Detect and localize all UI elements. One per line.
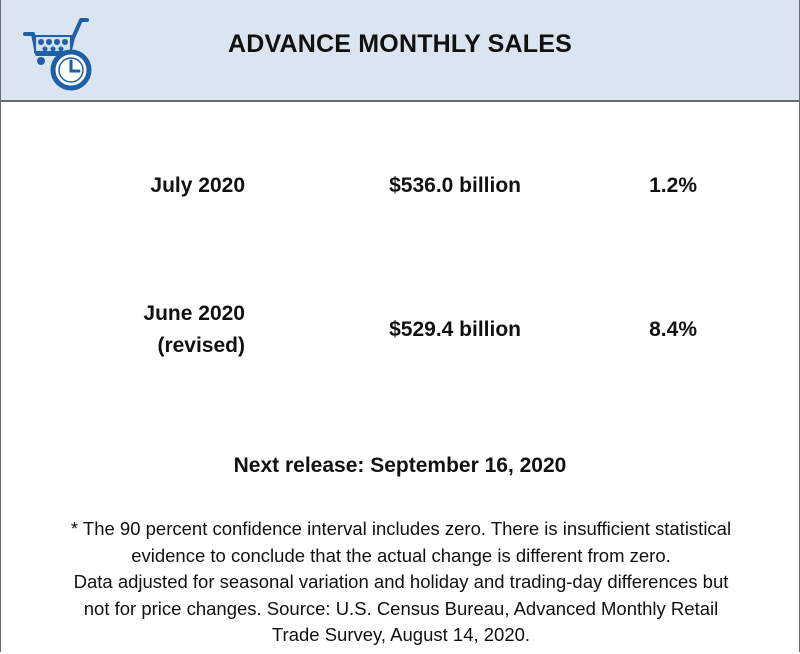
percent-change: 1.2% <box>649 174 697 197</box>
period-label-line1: June 2020 <box>143 302 245 325</box>
table-row: July 2020 $536.0 billion 1.2% <box>1 170 799 204</box>
period-label: June 2020 (revised) <box>61 298 245 362</box>
next-release-date: Next release: September 16, 2020 <box>233 454 567 477</box>
period-label-line1: July 2020 <box>150 174 245 197</box>
footnote-line: evidence to conclude that the actual cha… <box>131 544 671 566</box>
shopping-cart-clock-icon <box>21 14 97 92</box>
footnote-line: not for price changes. Source: U.S. Cens… <box>83 597 719 619</box>
period-label: July 2020 <box>61 170 245 202</box>
footnote: * The 90 percent confidence interval inc… <box>15 516 787 649</box>
page-title: ADVANCE MONTHLY SALES <box>227 30 573 58</box>
panel-header: ADVANCE MONTHLY SALES <box>1 0 799 102</box>
footnote-line: Data adjusted for seasonal variation and… <box>73 571 729 592</box>
table-row: June 2020 (revised) $529.4 billion 8.4% <box>1 298 799 368</box>
footnote-line: Trade Survey, August 14, 2020. <box>271 624 531 645</box>
sales-value: $536.0 billion <box>389 174 521 197</box>
percent-change: 8.4% <box>649 318 697 341</box>
period-label-line2: (revised) <box>157 334 245 357</box>
sales-value: $529.4 billion <box>389 318 521 341</box>
footnote-line: * The 90 percent confidence interval inc… <box>70 518 732 539</box>
